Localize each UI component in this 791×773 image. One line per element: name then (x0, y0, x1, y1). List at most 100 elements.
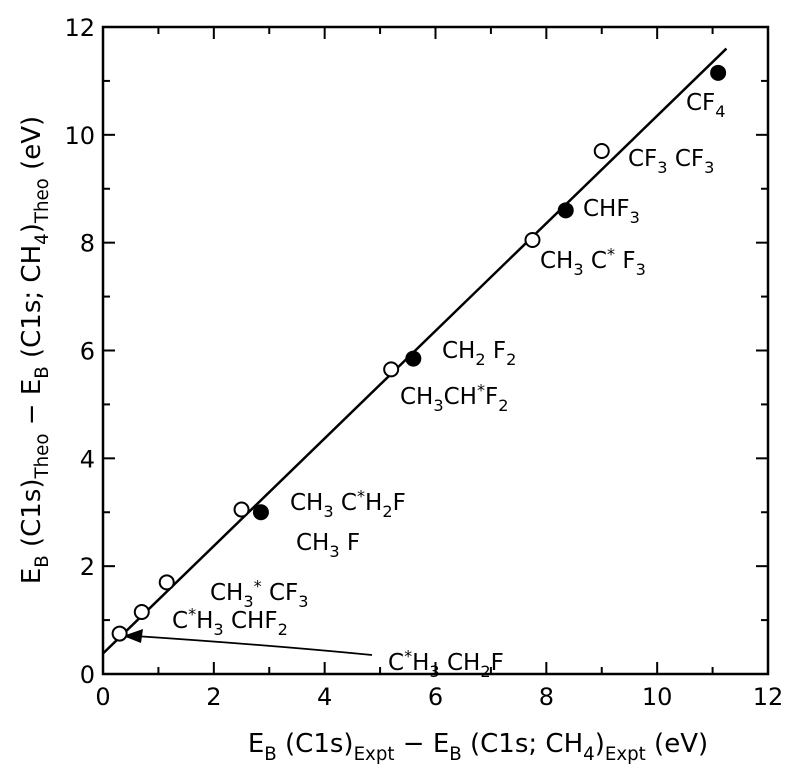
label-fragment: CH (400, 384, 433, 410)
y-tick-label: 8 (80, 230, 95, 258)
compound-label-cf3cf3: CF3 CF3 (628, 146, 714, 177)
label-fragment: Expt (605, 744, 646, 765)
label-fragment: Theo (32, 433, 53, 479)
label-fragment: * (607, 244, 615, 263)
label-fragment: 3 (630, 208, 640, 227)
open-data-point (158, 574, 175, 591)
label-fragment: 3 (573, 260, 583, 279)
label-fragment: 2 (278, 620, 288, 639)
x-tick-label: 0 (95, 683, 110, 711)
label-fragment: CHF (583, 196, 630, 222)
label-fragment: 4 (715, 102, 725, 121)
label-fragment: 3 (429, 662, 439, 681)
compound-label-ch3chf2: CH3CH*F2 (400, 380, 509, 415)
label-fragment: C (172, 608, 188, 634)
label-fragment: CF (686, 90, 715, 116)
filled-data-point (405, 350, 422, 367)
compound-label-cstarh3ch2f: C*H3 CH2F (388, 646, 504, 681)
label-fragment: B (32, 555, 53, 567)
label-fragment: F (485, 384, 498, 410)
label-fragment: F (340, 530, 361, 556)
label-fragment: C (388, 650, 404, 676)
filled-data-point (252, 504, 269, 521)
x-tick-label: 8 (539, 683, 554, 711)
y-tick-label: 0 (80, 661, 95, 689)
label-fragment: (C1s; CH (17, 245, 47, 366)
label-fragment: 3 (433, 396, 443, 415)
label-fragment: 4 (32, 233, 53, 245)
label-fragment: C (334, 490, 357, 516)
label-fragment: CH (540, 248, 573, 274)
annotation-arrow (134, 635, 373, 656)
label-fragment: ) (17, 223, 47, 233)
label-fragment: H (412, 650, 429, 676)
label-fragment: E (17, 568, 47, 584)
label-fragment: 3 (329, 542, 339, 561)
label-fragment: 2 (480, 662, 490, 681)
label-fragment: CH (210, 580, 243, 606)
label-fragment: * (188, 604, 196, 623)
label-fragment: 3 (636, 260, 646, 279)
label-fragment: F (615, 248, 636, 274)
label-fragment: 3 (213, 620, 223, 639)
label-fragment: (eV) (646, 729, 708, 759)
axis-ticks (102, 26, 769, 675)
y-axis-title: EB (C1s)Theo − EB (C1s; CH4)Theo (eV) (17, 116, 53, 584)
label-fragment: F (491, 650, 504, 676)
y-tick-label: 12 (64, 14, 95, 42)
label-fragment: E (248, 729, 264, 759)
label-fragment: (C1s) (17, 478, 47, 555)
label-fragment: ) (595, 729, 605, 759)
label-fragment: − E (395, 729, 450, 759)
label-fragment: * (357, 486, 365, 505)
label-fragment: 3 (298, 592, 308, 611)
label-fragment: F (393, 490, 406, 516)
label-fragment: H (365, 490, 382, 516)
compound-label-ch3star_cf3: CH3* CF3 (210, 576, 309, 611)
label-fragment: CF (262, 580, 299, 606)
label-fragment: 4 (583, 744, 595, 765)
label-fragment: H (196, 608, 213, 634)
y-tick-label: 4 (80, 445, 95, 473)
compound-label-cstarh3chf2: C*H3 CHF2 (172, 604, 288, 639)
label-fragment: 3 (657, 158, 667, 177)
x-tick-label: 12 (753, 683, 784, 711)
label-fragment: CH (290, 490, 323, 516)
open-data-point (111, 625, 128, 642)
compound-label-ch3ch2f: CH3 C*H2F (290, 486, 406, 521)
x-tick-label: 10 (642, 683, 673, 711)
label-fragment: 3 (704, 158, 714, 177)
label-fragment: C (584, 248, 607, 274)
x-axis-title: EB (C1s)Expt − EB (C1s; CH4)Expt (eV) (248, 729, 708, 765)
label-fragment: CH (444, 384, 477, 410)
label-fragment: * (477, 380, 485, 399)
y-tick-label: 2 (80, 553, 95, 581)
open-data-point (133, 603, 150, 620)
label-fragment: * (254, 576, 262, 595)
filled-data-point (710, 64, 727, 81)
compound-label-ch2f2: CH2 F2 (442, 338, 516, 369)
open-data-point (593, 143, 610, 160)
label-fragment: (eV) (17, 116, 47, 178)
label-fragment: 2 (498, 396, 508, 415)
label-fragment: CH (442, 338, 475, 364)
label-fragment: (C1s; CH (462, 729, 583, 759)
label-fragment: 3 (243, 592, 253, 611)
filled-data-point (557, 202, 574, 219)
open-data-point (524, 231, 541, 248)
compound-label-ch3cf3star: CH3 C* F3 (540, 244, 646, 279)
compound-label-ch3f: CH3 F (296, 530, 360, 561)
label-fragment: F (486, 338, 507, 364)
x-tick-label: 4 (317, 683, 332, 711)
y-tick-label: 10 (64, 122, 95, 150)
label-fragment: CF (668, 146, 705, 172)
label-fragment: 2 (475, 350, 485, 369)
label-fragment: Theo (32, 178, 53, 224)
open-data-point (383, 361, 400, 378)
label-fragment: B (264, 744, 276, 765)
label-fragment: CHF (224, 608, 278, 634)
label-fragment: B (32, 366, 53, 378)
x-tick-label: 2 (206, 683, 221, 711)
